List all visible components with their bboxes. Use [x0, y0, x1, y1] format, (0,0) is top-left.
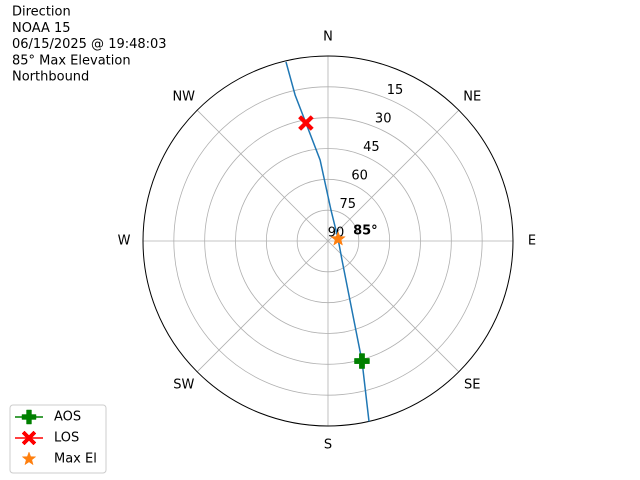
theta-tick-label: SW	[173, 378, 194, 393]
legend-label: Max El	[54, 452, 97, 467]
theta-tick-label: E	[528, 234, 536, 249]
legend-label: LOS	[54, 431, 79, 446]
r-tick-label: 30	[375, 112, 392, 127]
marker	[330, 230, 346, 246]
r-grid-circle	[235, 148, 421, 334]
marker	[354, 353, 370, 369]
title-line: Northbound	[12, 70, 89, 85]
r-tick-label: 15	[387, 83, 404, 98]
theta-tick-label: NE	[463, 89, 481, 104]
value-label: 85°	[353, 224, 378, 239]
r-tick-label: 45	[363, 140, 380, 155]
theta-tick-label: NW	[172, 89, 195, 104]
marker	[298, 115, 314, 131]
r-grid-circle	[296, 209, 360, 273]
theta-tick-label: W	[118, 234, 131, 249]
r-tick-label: 75	[340, 197, 357, 212]
theta-tick-label: N	[323, 30, 333, 45]
legend-box	[9, 404, 107, 474]
legend-marker	[21, 451, 37, 466]
theta-tick-label: S	[324, 438, 332, 453]
title-line: Direction	[12, 5, 71, 20]
theta-tick-label: SE	[464, 378, 480, 393]
legend-marker	[21, 430, 37, 446]
r-grid-circle	[173, 86, 483, 396]
r-tick-label: 60	[351, 169, 368, 184]
r-grid-circle	[265, 178, 391, 304]
title-line: 85° Max Elevation	[12, 53, 131, 68]
title-line: 06/15/2025 @ 19:48:03	[12, 37, 167, 52]
legend-marker	[21, 409, 37, 425]
track-line	[285, 61, 370, 422]
r-grid-circle	[204, 117, 452, 365]
title-line: NOAA 15	[12, 21, 71, 36]
outer-frame	[142, 55, 514, 427]
legend-label: AOS	[54, 410, 81, 425]
